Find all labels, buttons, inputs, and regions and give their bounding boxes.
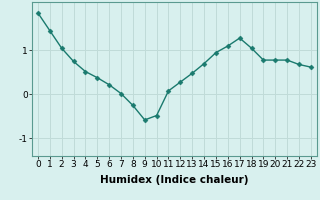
X-axis label: Humidex (Indice chaleur): Humidex (Indice chaleur) — [100, 175, 249, 185]
